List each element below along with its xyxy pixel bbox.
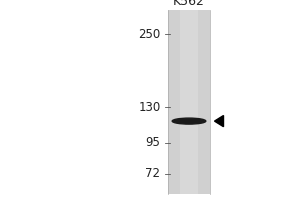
Text: K562: K562 <box>173 0 205 8</box>
Text: 130: 130 <box>138 101 160 114</box>
Text: 72: 72 <box>146 167 160 180</box>
Text: 250: 250 <box>138 28 160 41</box>
Text: 95: 95 <box>146 136 160 149</box>
